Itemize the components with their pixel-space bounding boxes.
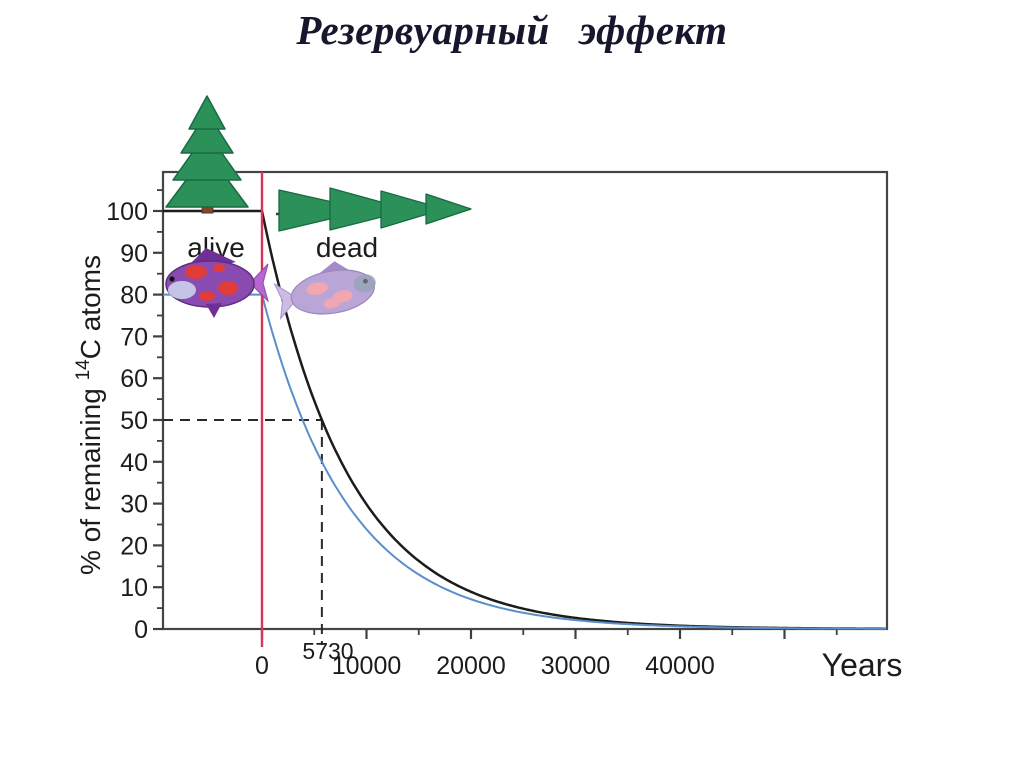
fallen-tree-foliage-layer xyxy=(278,189,369,232)
y-tick-label: 80 xyxy=(120,282,148,310)
x-axis-ticks: 0 10000 20000 30000 40000 xyxy=(255,629,838,680)
x-tick-label: 20000 xyxy=(436,652,506,680)
x-tick-label: 0 xyxy=(255,652,269,680)
pine-tree-alive-icon xyxy=(165,95,249,214)
fish-dead-icon xyxy=(273,261,376,321)
plot-frame xyxy=(161,170,889,631)
dead-label: dead xyxy=(316,232,378,263)
dead-fish-pink-patch xyxy=(323,298,340,309)
y-tick-label: 40 xyxy=(120,449,148,477)
pine-tree-dead-icon xyxy=(275,187,472,232)
y-axis-title-suffix: C atoms xyxy=(75,255,106,359)
y-tick-label: 90 xyxy=(120,240,148,268)
tree-foliage-layer xyxy=(172,131,242,181)
y-tick-label: 10 xyxy=(120,574,148,602)
fish-tail xyxy=(249,263,269,303)
fish-red-patch xyxy=(213,264,225,272)
fish-pelvic-fin xyxy=(206,303,222,318)
tree-foliage-layer xyxy=(188,95,226,130)
x-axis-title: Years xyxy=(822,647,903,683)
half-life-dashed-guide xyxy=(163,419,323,645)
fallen-tree-foliage-layer xyxy=(425,193,472,225)
x-tick-label: 10000 xyxy=(332,652,402,680)
dead-fish-pink-patch xyxy=(306,282,328,295)
fish-alive-icon xyxy=(165,248,269,318)
slide-title: Резервуарный эффект xyxy=(296,7,728,53)
fish-eye xyxy=(169,276,175,282)
series-curves xyxy=(163,209,887,630)
y-axis-title-prefix: % of remaining xyxy=(75,380,106,575)
fallen-tree-foliage-layer xyxy=(329,187,411,231)
y-axis-title: % of remaining 14C atoms xyxy=(73,255,106,575)
fish-red-patch xyxy=(218,281,238,295)
fish-red-patch xyxy=(199,291,215,301)
series-curve-marine-c14-decay-reservoir-effect xyxy=(163,293,887,630)
fish-red-patch xyxy=(185,265,207,279)
dead-fish-tail xyxy=(273,282,299,321)
dead-fish-eye xyxy=(363,278,368,284)
fish-belly-patch xyxy=(168,281,196,299)
tree-foliage-layer xyxy=(180,111,234,154)
y-tick-label: 100 xyxy=(106,198,148,226)
y-tick-label: 50 xyxy=(120,407,148,435)
y-axis-ticks: 0 10 20 30 40 50 60 70 80 90 100 xyxy=(106,189,163,644)
y-axis-title-superscript: 14 xyxy=(73,359,94,381)
y-tick-label: 60 xyxy=(120,365,148,393)
y-tick-label: 0 xyxy=(134,616,148,644)
x-tick-label: 30000 xyxy=(541,652,611,680)
y-tick-label: 70 xyxy=(120,323,148,351)
half-life-label: 5730 xyxy=(302,638,353,664)
y-tick-label: 30 xyxy=(120,491,148,519)
x-tick-label: 40000 xyxy=(645,652,715,680)
fallen-tree-foliage-layer xyxy=(380,190,445,229)
y-tick-label: 20 xyxy=(120,532,148,560)
